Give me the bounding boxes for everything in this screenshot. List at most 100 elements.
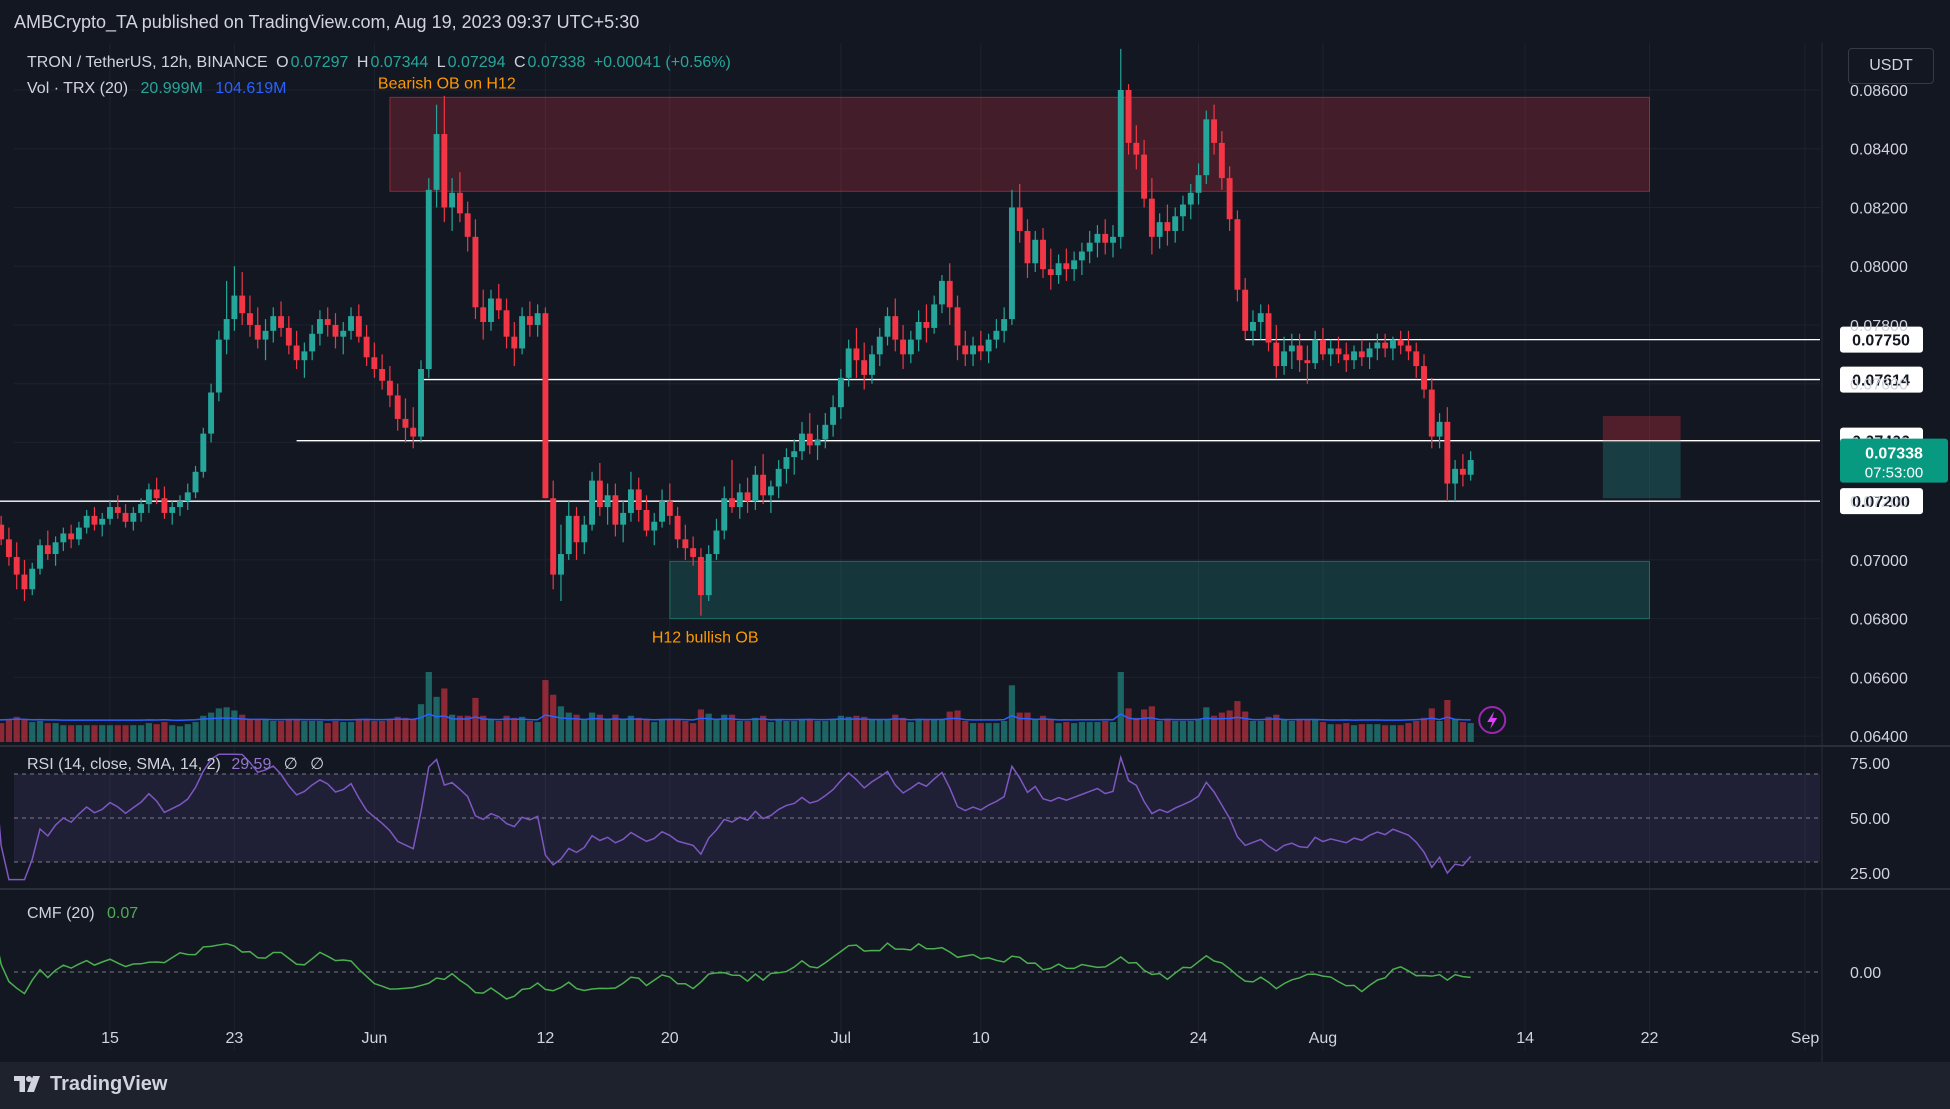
volume-bar [1086,722,1093,742]
time-tick-label: 22 [1641,1030,1659,1047]
candle-body [729,498,735,508]
annotations [1478,706,1507,734]
tradingview-logo[interactable]: TradingView [14,1069,167,1099]
candle-body [620,512,627,525]
candle-body [534,313,541,325]
volume-bar [596,714,603,742]
candle-body [1382,342,1389,349]
volume-bar [518,716,526,742]
candle-body [169,507,176,513]
candle-body [52,542,59,555]
rsi-legend[interactable]: RSI (14, close, SMA, 14, 2) 29.59 ∅ ∅ [27,754,324,774]
volume-bar [775,719,782,742]
candle-body [907,339,914,355]
candle-body [355,316,362,337]
volume-bar [270,721,277,742]
volume-bar [192,722,199,742]
volume-bar [588,712,596,742]
volume-bar [1172,721,1179,742]
candle-body [705,554,712,596]
time-tick-label: 20 [661,1030,679,1047]
volume-bar [1055,723,1062,742]
candle-body [767,486,774,496]
volume-bar [495,721,502,742]
candle-body [892,316,899,340]
rsi-na-2: ∅ [310,756,325,773]
volume-bar [324,723,331,742]
volume-bar [767,722,775,742]
candle-body [278,316,285,328]
volume-bar [207,712,215,742]
volume-bar [83,725,90,742]
tradingview-logo-icon [14,1076,40,1092]
volume-bar [511,717,518,742]
volume-bar [1428,708,1435,742]
candle-body [542,313,549,499]
volume-bar [363,718,370,742]
time-tick-label: Aug [1309,1030,1337,1047]
price-tick-label: 0.07000 [1850,553,1908,570]
candle-body [223,319,230,340]
price-candles [0,48,1474,616]
candle-body [752,474,759,502]
candle-body [573,515,580,543]
candle-body [1195,175,1202,193]
volume-bar [1210,715,1218,742]
candle-body [1094,233,1101,243]
candle-body [869,354,875,375]
candle-body [682,539,689,549]
volume-bar [425,672,432,742]
currency-button[interactable]: USDT [1848,48,1934,84]
candle-body [713,530,720,555]
rsi-band [14,774,1820,862]
cmf-legend[interactable]: CMF (20) 0.07 [27,905,138,923]
volume-bar [783,721,790,742]
candle-body [495,298,502,311]
volume-bar [1164,718,1171,742]
candle-body [449,192,456,208]
candle-body [1071,260,1078,270]
candle-body [5,539,12,557]
rsi-tick-label: 75.00 [1850,756,1890,773]
candle-body [876,336,883,355]
volume-bar [456,715,463,742]
candle-body [651,521,658,531]
axes: 0.08600 0.08400 0.08200 0.08000 0.07800 0.076… [101,83,1948,1047]
candle-body [791,451,798,458]
candle-body [775,468,782,487]
volume-bar [1405,723,1412,742]
price-tick-label: 0.08600 [1850,83,1908,100]
candle-body [184,492,191,502]
volume-bar [627,715,635,742]
cmf-tick-label: 0.00 [1850,965,1881,982]
bullish-order-block [669,560,1650,620]
candle-body [1250,322,1256,331]
level-price-tag [1840,366,1923,393]
candle-body [690,548,697,557]
volume-bar [1001,721,1008,742]
candle-body [1312,339,1319,364]
time-tick-label: 15 [101,1030,119,1047]
level-price-text: 0.07200 [1852,494,1910,511]
volume-bar [1102,721,1109,742]
lightning-glyph [1487,711,1498,729]
candle-body [301,351,308,361]
chart-grid [0,43,1950,1062]
volume-bar [246,718,254,742]
volume-bar [1382,725,1389,742]
footer-bar [0,1062,1950,1109]
volume-legend[interactable]: Vol · TRX (20) 20.999M 104.619M [27,80,286,98]
candle-body [822,424,829,440]
volume-bar [29,722,36,742]
low-value: 0.07294 [447,54,506,71]
volume-bar [876,719,883,742]
volume-ma-value: 104.619M [215,80,287,97]
volume-bar [557,706,565,742]
current-price-text: 0.07338 [1865,446,1923,463]
candle-body [1218,142,1225,179]
volume-bar [845,716,852,742]
volume-bar [938,719,946,742]
symbol-legend[interactable]: TRON / TetherUS, 12h, BINANCE O 0.07297 H… [27,54,731,71]
volume-bar [1350,725,1358,742]
